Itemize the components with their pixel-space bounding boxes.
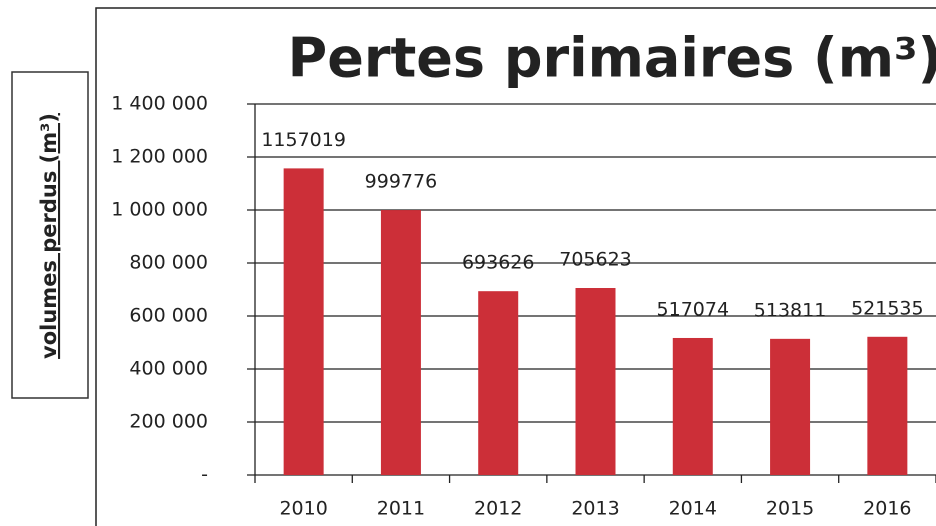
data-label: 517074 xyxy=(657,298,730,320)
x-tick-label: 2015 xyxy=(766,498,814,520)
x-tick-label: 2010 xyxy=(279,498,327,520)
data-label: 705623 xyxy=(559,249,632,271)
bar xyxy=(380,210,421,475)
data-label: 1157019 xyxy=(261,129,346,151)
bar xyxy=(770,338,811,475)
bar xyxy=(867,336,908,475)
bar xyxy=(575,288,616,475)
y-tick-label: 1 400 000 xyxy=(111,93,208,115)
y-axis-title: volumes perdus (m³) xyxy=(37,113,61,359)
x-tick-label: 2011 xyxy=(377,498,425,520)
y-tick-label: 400 000 xyxy=(129,358,208,380)
x-tick-label: 2012 xyxy=(474,498,522,520)
y-tick-label: 1 200 000 xyxy=(111,146,208,168)
x-tick-label: 2016 xyxy=(863,498,911,520)
x-tick-label: 2014 xyxy=(669,498,717,520)
data-label: 521535 xyxy=(851,297,924,319)
x-tick-label: 2013 xyxy=(571,498,619,520)
bar xyxy=(283,168,324,476)
y-tick-label: - xyxy=(201,464,208,486)
data-label: 513811 xyxy=(754,299,827,321)
chart-title: Pertes primaires (m³) xyxy=(288,27,936,90)
y-tick-label: 600 000 xyxy=(129,305,208,327)
bar xyxy=(672,337,713,475)
y-tick-label: 1 000 000 xyxy=(111,199,208,221)
bar xyxy=(478,291,519,475)
data-label: 693626 xyxy=(462,252,535,274)
y-label-box xyxy=(11,71,89,399)
chart-frame xyxy=(95,7,936,526)
data-label: 999776 xyxy=(365,171,438,193)
y-tick-label: 800 000 xyxy=(129,252,208,274)
y-tick-label: 200 000 xyxy=(129,411,208,433)
